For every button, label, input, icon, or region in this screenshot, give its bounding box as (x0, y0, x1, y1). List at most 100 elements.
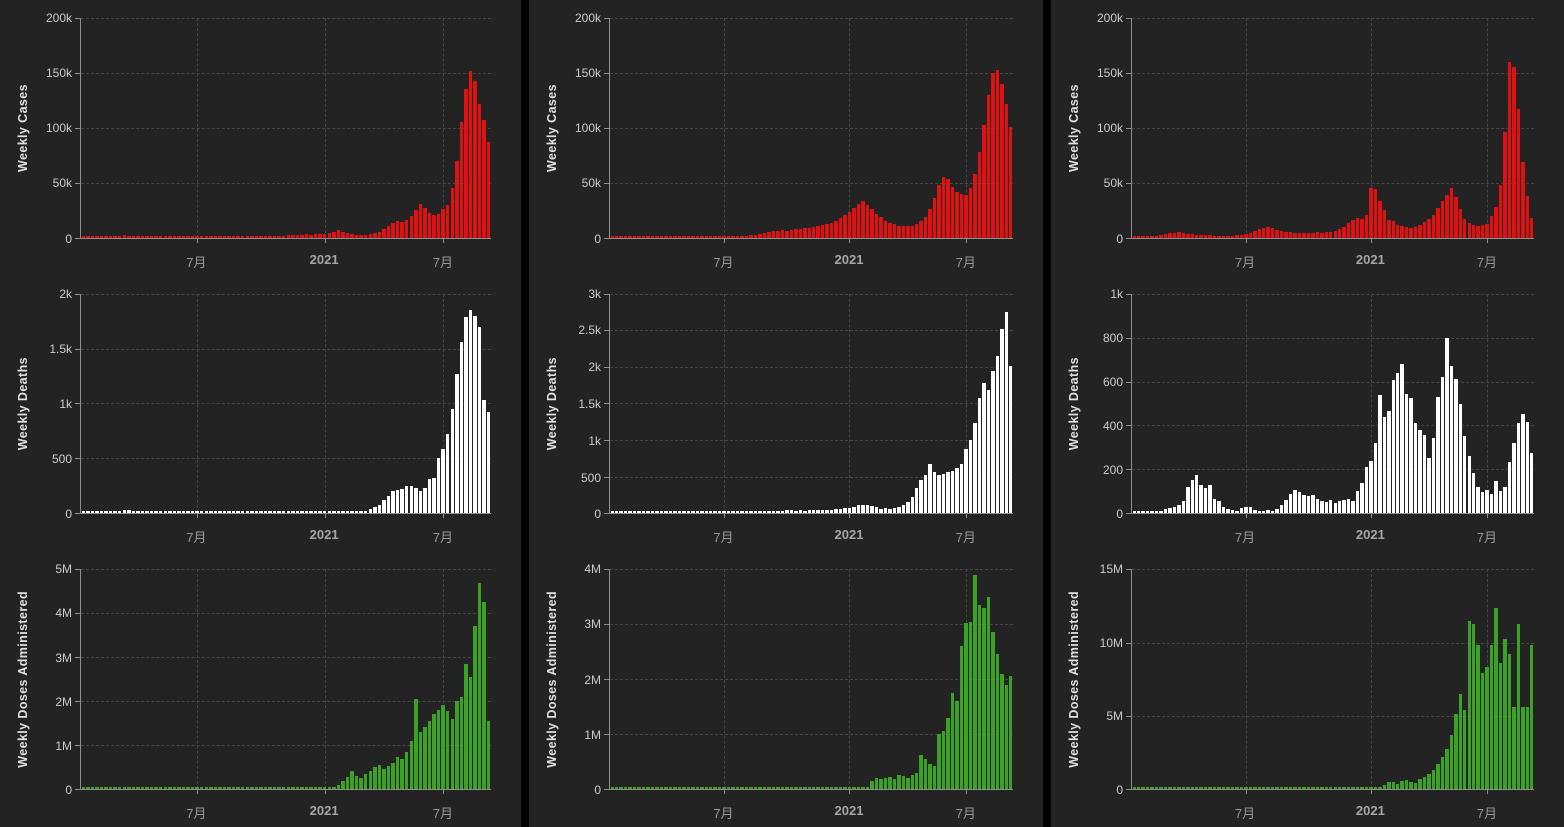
y-tick-label: 0 (1116, 782, 1123, 797)
bar-doses (1507, 654, 1512, 789)
bar-deaths (240, 511, 245, 514)
bar-doses (245, 786, 250, 789)
y-tick-mark (1126, 642, 1131, 644)
plot-area-cases[interactable] (604, 18, 1013, 243)
bar-doses (486, 720, 491, 789)
bar-deaths (1257, 511, 1262, 514)
h-gridline (1132, 381, 1534, 383)
bar-doses (1494, 608, 1498, 789)
v-gridline (849, 569, 851, 789)
bar-deaths (713, 511, 717, 514)
plot-area-doses[interactable] (1126, 569, 1534, 794)
bar-deaths (1525, 422, 1530, 514)
y-tick-label: 2M (584, 672, 601, 687)
bar-cases (250, 235, 254, 238)
bar-cases (682, 235, 686, 238)
bar-doses (190, 786, 195, 789)
bar-deaths (1132, 511, 1136, 514)
bar-cases (1503, 132, 1507, 238)
y-tick-label: 1k (59, 396, 72, 411)
bar-doses (400, 759, 404, 789)
y-tick-label: 100k (574, 121, 601, 136)
chart-panel-cases-col1: Weekly Cases 0 50k 100k 150k 200k 7月 2021 7月 (0, 0, 521, 276)
plot-area-deaths[interactable] (1126, 293, 1534, 519)
x-tick-label: 7月 (186, 530, 207, 546)
bar-doses (1445, 748, 1449, 789)
plot-area-deaths[interactable] (75, 293, 491, 519)
bar-deaths (436, 458, 441, 514)
v-gridline (1486, 18, 1488, 238)
bar-cases (856, 203, 861, 238)
v-gridline (197, 18, 199, 238)
bar-doses (1172, 786, 1177, 789)
bar-cases (910, 225, 914, 238)
bar-deaths (682, 511, 686, 514)
bar-doses (1248, 786, 1253, 789)
bar-cases (177, 235, 181, 238)
bar-deaths (812, 510, 816, 514)
plot-area-deaths[interactable] (604, 293, 1013, 519)
bar-doses (780, 786, 785, 789)
bar-deaths (950, 470, 955, 514)
plot-area-cases[interactable] (1126, 18, 1534, 243)
bar-doses (682, 786, 686, 789)
plot-area-doses[interactable] (604, 569, 1013, 794)
y-tick-mark (1126, 127, 1131, 129)
bar-doses (1004, 684, 1008, 789)
bar-doses (1422, 776, 1427, 789)
bar-cases (259, 235, 263, 238)
bar-doses (1217, 786, 1221, 789)
bar-cases (816, 226, 820, 238)
bar-deaths (473, 315, 477, 514)
v-gridline (1370, 569, 1372, 789)
bar-cases (1235, 235, 1239, 238)
plot-area-cases[interactable] (75, 18, 491, 243)
bar-cases (1163, 234, 1168, 238)
chart-panel-deaths-col3: Weekly Deaths 0 200 400 600 800 1k 7月 2021 7月 (1051, 276, 1564, 552)
bar-doses (614, 786, 619, 789)
bar-deaths (482, 400, 486, 514)
plot-area-doses[interactable] (75, 569, 491, 794)
bar-doses (735, 786, 740, 789)
bar-deaths (646, 510, 650, 514)
y-tick-mark (604, 18, 609, 19)
bar-deaths (423, 487, 427, 514)
bar-cases (1512, 67, 1516, 238)
y-tick-mark (604, 330, 609, 332)
bar-cases (414, 210, 418, 238)
bar-doses (1396, 783, 1400, 789)
bar-doses (373, 767, 377, 789)
bar-doses (404, 751, 409, 789)
bar-doses (418, 731, 423, 789)
bar-deaths (726, 511, 731, 514)
bar-deaths (1199, 484, 1203, 514)
bar-deaths (1004, 311, 1008, 514)
bar-doses (1463, 709, 1467, 789)
bar-deaths (717, 511, 722, 514)
bar-doses (995, 654, 1000, 789)
bar-doses (1270, 786, 1275, 789)
bar-cases (154, 235, 158, 238)
bar-deaths (1409, 398, 1413, 514)
x-axis-labels: 7月 2021 7月 (1131, 527, 1534, 545)
bar-cases (1427, 219, 1431, 238)
bar-deaths (1329, 500, 1333, 514)
bar-doses (309, 786, 313, 789)
bar-cases (789, 229, 794, 238)
bar-doses (637, 786, 641, 789)
x-tick-mark (1245, 513, 1247, 519)
bar-deaths (186, 511, 190, 514)
bar-cases (1436, 208, 1440, 238)
y-tick-mark (75, 513, 80, 515)
x-tick-mark (1486, 237, 1488, 243)
bar-deaths (1521, 414, 1525, 514)
v-gridline (724, 569, 726, 789)
y-tick-mark (604, 237, 609, 239)
y-tick-label: 200 (1102, 463, 1123, 478)
y-tick-mark (75, 127, 80, 129)
y-tick-label: 50k (52, 176, 72, 191)
bar-cases (740, 235, 744, 238)
bar-deaths (843, 508, 847, 514)
bar-cases (1203, 235, 1208, 238)
